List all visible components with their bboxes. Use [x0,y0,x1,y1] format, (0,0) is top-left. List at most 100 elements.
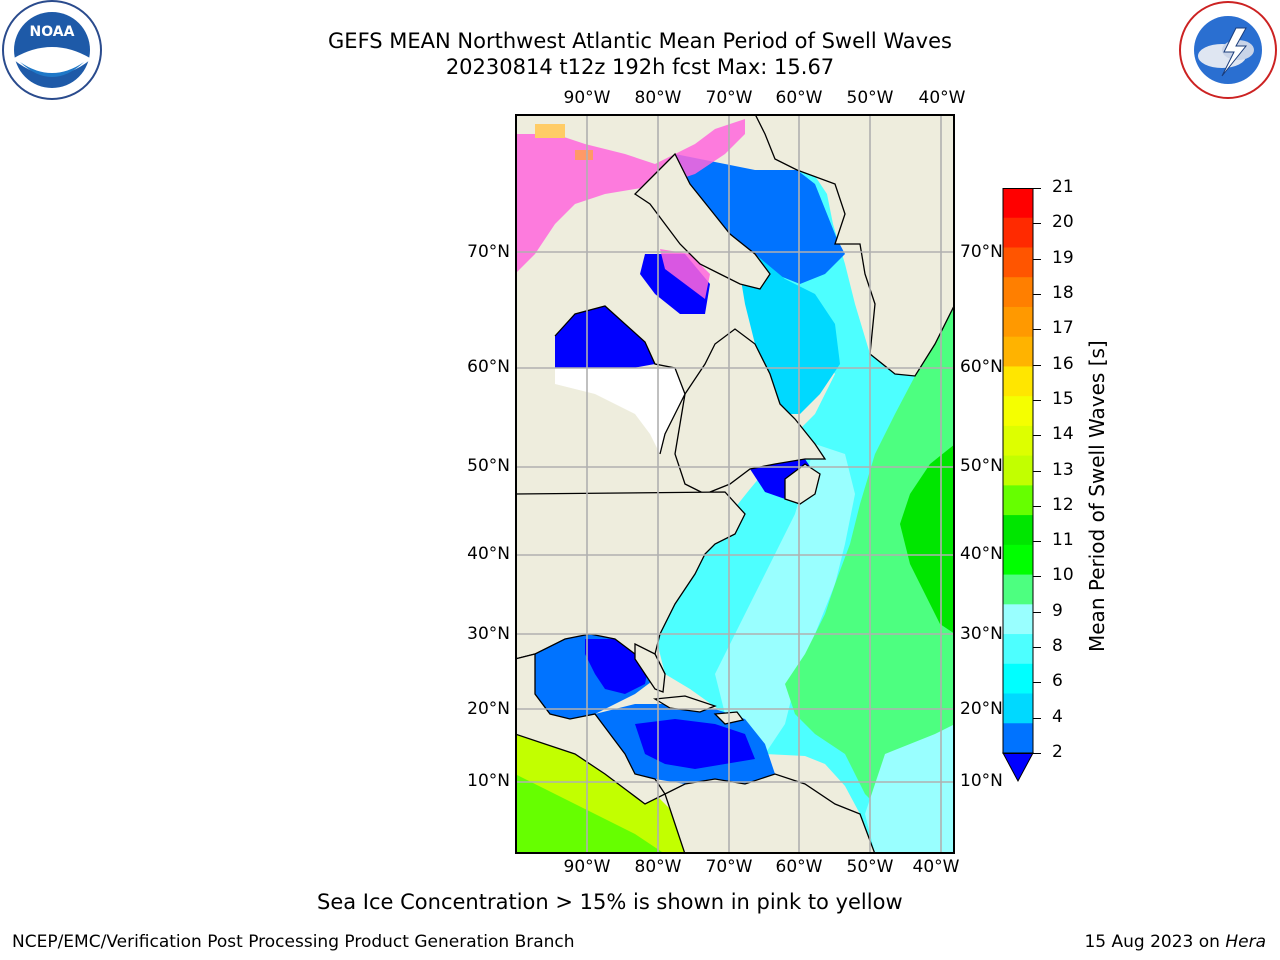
graticule [515,114,955,854]
lon-tick-bottom-60w: 60°W [775,857,823,877]
chart-title: GEFS MEAN Northwest Atlantic Mean Period… [328,29,952,53]
colorbar-tick-mark [1033,541,1041,543]
ocean-band-light [715,444,855,754]
greenland-land [754,114,955,377]
nws-logo [1176,0,1280,100]
lat-tick-left-50n: 50°N [467,456,510,476]
colorbar-segment [1003,188,1033,219]
colorbar-tick-mark [1033,188,1041,189]
lon-tick-bottom-90w: 90°W [563,857,611,877]
colorbar-tick-label: 17 [1052,318,1074,339]
colorbar-segment [1003,544,1033,576]
colorbar-segment [1003,277,1033,308]
pacific-field-green [515,774,665,854]
lat-tick-left-20n: 20°N [467,699,510,719]
colorbar-tick-label: 13 [1052,459,1074,480]
sea-ice-caption: Sea Ice Concentration > 15% is shown in … [317,890,903,914]
lat-tick-left-30n: 30°N [467,624,510,644]
colorbar-segment [1003,336,1033,367]
lon-tick-bottom-50w: 50°W [846,857,894,877]
colorbar-segment [1003,455,1033,486]
lat-tick-right-20n: 20°N [960,699,1003,719]
lon-tick-top-50w: 50°W [846,88,894,108]
colorbar-segment [1003,693,1033,724]
colorbar-tick-label: 16 [1052,353,1074,374]
colorbar-segment [1003,217,1033,248]
footer-date-text: 15 Aug 2023 on [1084,932,1226,952]
colorbar-segment [1003,604,1033,635]
colorbar-tick-mark [1033,435,1041,437]
sea-ice-yellow-patch [535,124,565,138]
lat-tick-right-50n: 50°N [960,456,1003,476]
colorbar-tick-mark [1033,576,1041,578]
colorbar-segment [1003,396,1033,427]
colorbar-segment [1003,366,1033,397]
central-america-land [515,653,666,805]
sea-ice-orange-patch [575,150,593,160]
lat-tick-left-70n: 70°N [467,242,510,262]
colorbar-tick-label: 6 [1052,671,1063,692]
sea-ice-arctic [515,119,745,274]
colorbar-tick-label: 12 [1052,494,1074,515]
colorbar [1002,188,1034,783]
colorbar-tick-mark [1033,611,1041,613]
baffin-island-land [633,152,771,290]
footer-date: 15 Aug 2023 on Hera [1084,932,1266,952]
colorbar-tick-label: 19 [1052,247,1074,268]
colorbar-segment [1003,663,1033,695]
colorbar-tick-label: 11 [1052,530,1074,551]
colorbar-tick-label: 18 [1052,282,1074,303]
lat-tick-left-10n: 10°N [467,771,510,791]
colorbar-segment [1003,723,1033,754]
colorbar-tick-label: 9 [1052,600,1063,621]
map-frame [515,114,955,854]
colorbar-tick-label: 15 [1052,388,1074,409]
colorbar-tick-label: 10 [1052,565,1074,586]
colorbar-tick-label: 20 [1052,212,1074,233]
labrador-land [674,328,827,495]
swell-period-map [515,114,955,854]
lon-tick-bottom-70w: 70°W [705,857,753,877]
lat-tick-left-40n: 40°N [467,544,510,564]
colorbar-tick-label: 14 [1052,424,1074,445]
colorbar-tick-mark [1033,223,1041,225]
colorbar-tick-mark [1033,682,1041,684]
lon-tick-top-40w: 40°W [918,88,966,108]
colorbar-segment [1003,634,1033,665]
hudson-bay-coast [554,305,686,455]
colorbar-segment [1003,425,1033,457]
lon-tick-top-90w: 90°W [563,88,611,108]
colorbar-extend-arrow [1002,752,1034,783]
lon-tick-bottom-80w: 80°W [634,857,682,877]
lat-tick-right-60n: 60°N [960,357,1003,377]
colorbar-tick-mark [1033,753,1041,754]
colorbar-tick-label: 2 [1052,742,1063,762]
footer-branch: NCEP/EMC/Verification Post Processing Pr… [12,932,575,952]
lat-tick-right-30n: 30°N [960,624,1003,644]
south-america-land [664,773,876,854]
colorbar-tick-mark [1033,717,1041,719]
colorbar-tick-mark [1033,647,1041,649]
colorbar-segment [1003,485,1033,516]
colorbar-tick-label: 8 [1052,636,1063,657]
colorbar-tick-mark [1033,505,1041,507]
lat-tick-left-60n: 60°N [467,357,510,377]
caribbean-deep [635,719,755,769]
noaa-logo-text: NOAA [30,24,75,40]
colorbar-segment [1003,306,1033,338]
colorbar-tick-mark [1033,470,1041,472]
lon-tick-bottom-40w: 40°W [912,857,960,877]
colorbar-tick-label: 21 [1052,177,1074,197]
lat-tick-right-40n: 40°N [960,544,1003,564]
colorbar-segment [1003,515,1033,546]
lon-tick-top-70w: 70°W [705,88,753,108]
colorbar-tick-label: 4 [1052,706,1063,727]
lat-tick-right-10n: 10°N [960,771,1003,791]
colorbar-tick-mark [1033,258,1041,260]
colorbar-tick-mark [1033,293,1041,295]
colorbar-title: Mean Period of Swell Waves [s] [1085,340,1109,652]
ocean-south-cyan [865,724,955,854]
chart-subtitle: 20230814 t12z 192h fcst Max: 15.67 [445,55,835,79]
lon-tick-top-60w: 60°W [775,88,823,108]
colorbar-tick-mark [1033,399,1041,401]
